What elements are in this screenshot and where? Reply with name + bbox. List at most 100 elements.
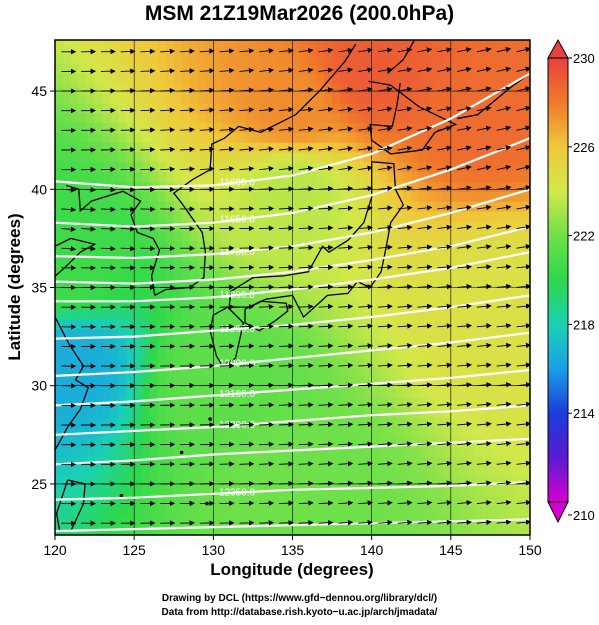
heat-cell <box>371 122 381 133</box>
heat-cell <box>490 112 499 124</box>
wind-vector <box>377 460 393 467</box>
heat-cell <box>316 269 325 281</box>
heat-cell <box>94 279 104 291</box>
heat-cell <box>292 387 302 399</box>
heat-cell <box>332 426 341 438</box>
wind-vector <box>318 303 334 310</box>
heat-cell <box>292 476 302 487</box>
heat-cell <box>205 426 214 438</box>
heat-cell <box>292 132 302 143</box>
heat-cell <box>94 250 104 261</box>
heat-cell <box>276 151 286 163</box>
heat-cell <box>62 318 72 330</box>
heat-cell <box>308 132 317 143</box>
heat-cell <box>150 476 159 487</box>
wind-vector <box>338 284 354 290</box>
heat-cell <box>490 328 499 340</box>
heat-cell <box>466 132 476 143</box>
heat-cell <box>347 397 357 408</box>
heat-cell <box>316 112 325 124</box>
heat-cell <box>221 210 230 222</box>
heat-cell <box>371 112 381 124</box>
heat-cell <box>474 43 484 55</box>
heat-cell <box>300 456 309 467</box>
heat-cell <box>316 338 325 349</box>
heat-cell <box>458 181 468 192</box>
island <box>179 450 184 455</box>
heat-cell <box>142 377 151 389</box>
heat-cell <box>363 93 373 104</box>
heat-cell <box>260 338 270 349</box>
heat-cell <box>395 387 404 399</box>
heat-cell <box>189 348 199 359</box>
heat-cell <box>197 328 207 340</box>
heat-cell <box>498 240 507 251</box>
heat-cell <box>435 328 444 340</box>
heat-cell <box>522 368 530 379</box>
heat-cell <box>340 417 349 428</box>
heat-cell <box>118 43 127 55</box>
heat-cell <box>435 181 444 192</box>
heat-cell <box>419 328 428 340</box>
heat-cell <box>181 417 191 428</box>
heat-cell <box>308 328 317 340</box>
wind-vector <box>437 224 453 231</box>
heat-cell <box>458 279 468 291</box>
wind-vector <box>437 106 452 112</box>
heat-cell <box>482 358 492 369</box>
heat-cell <box>213 53 222 65</box>
coastline <box>55 316 90 452</box>
heat-cell <box>110 63 119 74</box>
heat-cell <box>466 151 476 163</box>
heat-cell <box>450 230 460 241</box>
wind-vector <box>377 362 393 369</box>
heat-cell <box>205 299 214 310</box>
heat-cell <box>173 338 183 349</box>
heat-cell <box>150 466 159 477</box>
heat-cell <box>316 210 325 222</box>
heat-cell <box>245 171 254 183</box>
heat-cell <box>55 112 64 124</box>
heat-cell <box>118 476 127 487</box>
heat-cell <box>260 122 270 133</box>
heat-cell <box>442 348 452 359</box>
heat-cell <box>252 299 262 310</box>
wind-vector <box>437 86 452 92</box>
heat-cell <box>55 151 64 163</box>
heat-cell <box>340 397 349 408</box>
heat-cell <box>70 426 80 438</box>
heat-cell <box>229 142 238 153</box>
heat-cell <box>245 309 254 320</box>
heat-cell <box>435 73 444 84</box>
heat-cell <box>387 485 397 497</box>
heat-cell <box>229 73 238 84</box>
heat-cell <box>189 93 199 104</box>
heat-cell <box>70 142 80 153</box>
heat-cell <box>102 299 112 310</box>
heat-cell <box>411 279 420 291</box>
heat-cell <box>62 289 72 300</box>
wind-vector <box>140 127 156 133</box>
heat-cell <box>110 260 119 271</box>
heat-cell <box>292 122 302 133</box>
wind-vector <box>338 225 354 231</box>
heat-cell <box>189 171 199 183</box>
heat-cell <box>427 83 436 94</box>
heat-cell <box>78 515 88 526</box>
heat-cell <box>474 220 484 232</box>
heat-cell <box>213 201 222 212</box>
heat-cell <box>134 446 143 458</box>
heat-cell <box>276 269 286 281</box>
heat-cell <box>110 466 119 477</box>
heat-cell <box>474 348 484 359</box>
heat-cell <box>197 417 207 428</box>
heat-cell <box>395 210 404 222</box>
heat-cell <box>363 476 373 487</box>
wind-vector <box>318 165 334 172</box>
wind-vector <box>397 106 413 112</box>
heat-cell <box>450 279 460 291</box>
heat-cell <box>308 309 317 320</box>
heat-cell <box>474 132 484 143</box>
heat-cell <box>403 476 412 487</box>
